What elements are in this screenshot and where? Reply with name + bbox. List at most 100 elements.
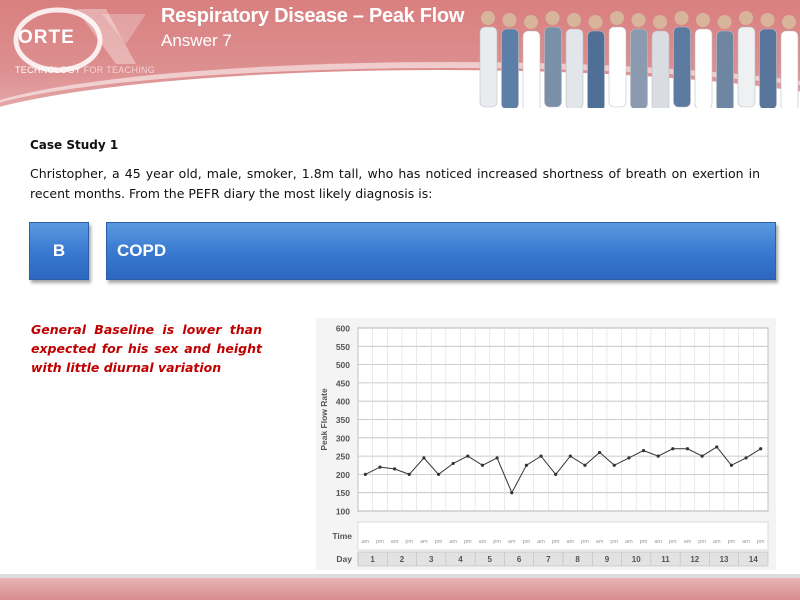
time-tick-label: am [742,539,750,545]
y-tick-label: 600 [336,324,350,334]
staff-head [653,15,667,29]
time-tick-label: am [596,539,604,545]
staff-head [696,13,710,27]
pefr-data-point [568,454,572,458]
staff-head [782,15,796,29]
pefr-data-point [583,463,587,467]
staff-body [544,26,562,108]
pefr-data-point [539,454,543,458]
staff-body [522,30,541,108]
pefr-data-point [744,456,748,460]
staff-body [780,30,799,108]
day-tick-label: 12 [690,555,699,564]
answer-text-button[interactable]: COPD [106,222,776,280]
staff-head [631,13,646,27]
y-tick-label: 250 [336,452,350,462]
pefr-data-point [393,467,397,471]
time-tick-label: pm [376,539,384,545]
staff-body [479,26,498,108]
day-tick-label: 9 [605,555,610,564]
y-tick-label: 350 [336,415,350,425]
y-tick-label: 450 [336,378,350,388]
time-tick-label: am [479,539,487,545]
staff-head [502,13,517,27]
time-tick-label: am [654,539,662,545]
staff-body [630,28,648,108]
staff-head [545,11,560,25]
y-tick-label: 200 [336,470,350,480]
day-tick-label: 14 [749,555,758,564]
staff-head [610,11,624,25]
case-study-text: Christopher, a 45 year old, male, smoker… [30,166,760,201]
time-tick-label: pm [464,539,472,545]
staff-head [588,15,603,29]
time-tick-label: pm [435,539,443,545]
pefr-data-point [729,463,733,467]
y-tick-label: 550 [336,342,350,352]
pefr-data-point [627,456,631,460]
pefr-data-point [715,445,719,449]
case-study-title: Case Study 1 [30,138,119,152]
pefr-data-point [407,472,411,476]
pefr-data-point [480,463,485,467]
day-tick-label: 8 [575,555,580,564]
pefr-data-point [524,463,528,467]
y-tick-label: 500 [336,360,350,370]
y-axis-label: Peak Flow Rate [319,388,329,451]
time-tick-label: pm [523,539,531,545]
time-tick-label: am [391,539,399,545]
day-tick-label: 3 [429,555,434,564]
logo-tagline: TECHNOLOGY FOR TEACHING [15,65,155,75]
time-tick-label: pm [552,539,560,545]
staff-head [674,11,689,25]
day-tick-label: 6 [517,555,522,564]
pefr-data-point [656,454,660,458]
time-tick-label: am [537,539,545,545]
pefr-data-point [598,450,602,455]
time-tick-label: pm [669,539,677,545]
pefr-data-point [641,449,646,453]
pefr-data-point [451,461,455,466]
pefr-data-point [510,491,514,495]
time-row-label: Time [332,531,352,541]
header-swoosh-highlight [0,62,800,128]
time-tick-label: pm [728,539,736,545]
time-tick-label: pm [640,539,648,545]
staff-head [717,15,732,29]
staff-head [524,15,538,29]
logo-tagline-a: TECHNOLOGY [15,65,84,75]
staff-body [608,26,627,108]
day-tick-label: 2 [400,555,405,564]
pefr-data-point [554,472,558,476]
time-row [357,521,769,551]
page-title: Respiratory Disease – Peak Flow [161,5,465,27]
day-tick-label: 11 [661,555,670,564]
pefr-chart-container: 100 150 200 250 300 350 400 450 500 550 600 Peak Fl… [316,318,776,570]
logo-tagline-b: FOR TEACHING [83,65,156,75]
pefr-diary-chart: 100 150 200 250 300 350 400 450 500 550 600 Peak Fl… [319,324,769,567]
pefr-data-point [671,447,675,451]
page-subtitle: Answer 7 [161,31,232,50]
footer-bar [0,574,800,600]
time-tick-label: pm [610,539,618,545]
day-tick-label: 13 [720,555,729,564]
staff-body [673,26,691,108]
staff-head [481,11,495,25]
pefr-data-point [700,454,704,458]
staff-body [651,30,670,108]
day-row-label: Day [336,554,352,564]
staff-head [760,13,775,27]
pefr-data-point [378,465,382,469]
staff-body [587,30,605,108]
time-tick-label: pm [757,539,765,545]
pefr-data-point [495,456,499,460]
time-tick-label: am [508,539,516,545]
day-tick-label: 7 [546,555,551,564]
staff-head [567,13,581,27]
answer-letter-button[interactable]: B [29,222,89,280]
y-tick-label: 150 [336,488,350,498]
day-tick-label: 5 [488,555,493,564]
answer-explanation: General Baseline is lower than expected … [31,322,262,375]
staff-head [739,11,753,25]
time-tick-label: am [684,539,692,545]
